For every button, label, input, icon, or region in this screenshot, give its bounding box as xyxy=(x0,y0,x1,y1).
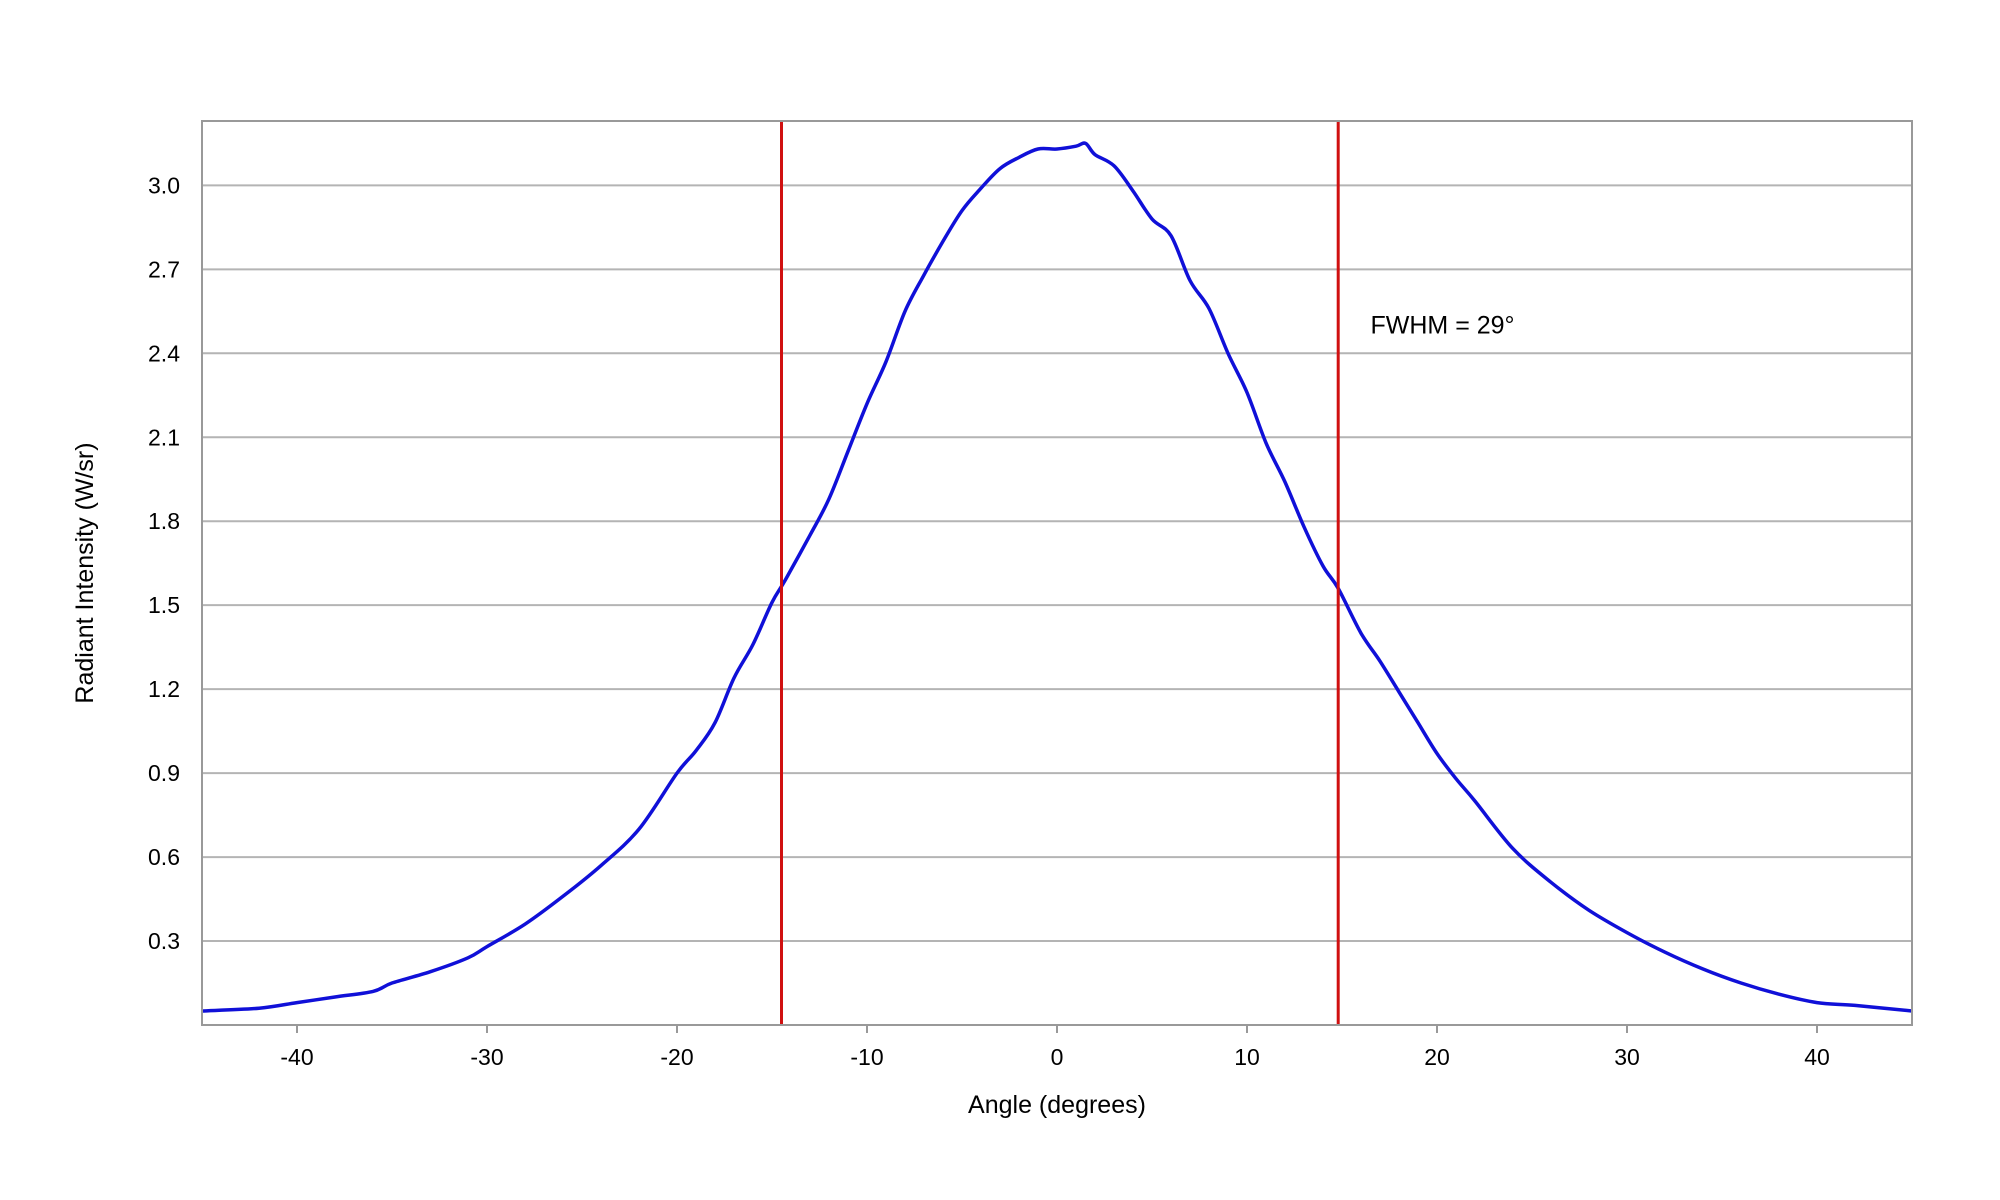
x-tick-label: 30 xyxy=(1614,1044,1640,1070)
x-tick-label: -40 xyxy=(280,1044,313,1070)
x-axis-title: Angle (degrees) xyxy=(968,1091,1146,1119)
annotations-layer: FWHM = 29° xyxy=(1371,311,1515,339)
x-tick-label: 10 xyxy=(1234,1044,1260,1070)
x-tick-label: 20 xyxy=(1424,1044,1450,1070)
x-tick-label: -20 xyxy=(660,1044,693,1070)
y-tick-label: 0.6 xyxy=(148,844,180,870)
y-tick-label: 1.5 xyxy=(148,592,180,618)
series-layer xyxy=(201,141,1913,1013)
y-tick-label: 2.4 xyxy=(148,340,180,366)
fwhm-annotation: FWHM = 29° xyxy=(1371,311,1515,339)
y-tick-label: 0.3 xyxy=(148,928,180,954)
y-tick-label: 0.9 xyxy=(148,760,180,786)
x-tick-label: 40 xyxy=(1804,1044,1830,1070)
y-tick-label: 2.1 xyxy=(148,424,180,450)
x-tick-label: 0 xyxy=(1051,1044,1064,1070)
series-line-0 xyxy=(201,141,1913,1013)
reference-lines xyxy=(780,121,1340,1025)
y-tick-label: 1.2 xyxy=(148,676,180,702)
x-axis-ticks: -40 -30 -20 -10 0 10 20 30 40 xyxy=(280,1025,1830,1070)
y-tick-label: 3.0 xyxy=(148,172,180,198)
y-axis-ticks: 0.3 0.6 0.9 1.2 1.5 1.8 2.1 2.4 2.7 3.0 xyxy=(148,172,180,954)
gridlines xyxy=(202,184,1912,943)
y-tick-label: 2.7 xyxy=(148,256,180,282)
x-tick-label: -30 xyxy=(470,1044,503,1070)
y-axis-title: Radiant Intensity (W/sr) xyxy=(71,442,99,703)
x-tick-label: -10 xyxy=(850,1044,883,1070)
y-tick-label: 1.8 xyxy=(148,508,180,534)
